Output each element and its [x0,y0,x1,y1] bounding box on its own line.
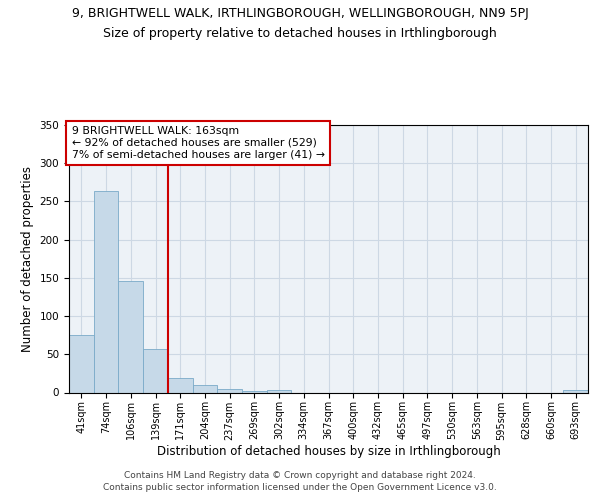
Bar [267,390,292,392]
Text: Contains HM Land Registry data © Crown copyright and database right 2024.
Contai: Contains HM Land Registry data © Crown c… [103,471,497,492]
Text: 9, BRIGHTWELL WALK, IRTHLINGBOROUGH, WELLINGBOROUGH, NN9 5PJ: 9, BRIGHTWELL WALK, IRTHLINGBOROUGH, WEL… [71,8,529,20]
Text: 9 BRIGHTWELL WALK: 163sqm
← 92% of detached houses are smaller (529)
7% of semi-: 9 BRIGHTWELL WALK: 163sqm ← 92% of detac… [71,126,325,160]
Bar [118,281,143,392]
Bar [563,390,588,392]
Bar [242,391,267,392]
Bar [193,385,217,392]
Bar [94,192,118,392]
Bar [168,378,193,392]
Bar [217,388,242,392]
Text: Size of property relative to detached houses in Irthlingborough: Size of property relative to detached ho… [103,28,497,40]
X-axis label: Distribution of detached houses by size in Irthlingborough: Distribution of detached houses by size … [157,445,500,458]
Bar [69,335,94,392]
Bar [143,349,168,393]
Y-axis label: Number of detached properties: Number of detached properties [21,166,34,352]
